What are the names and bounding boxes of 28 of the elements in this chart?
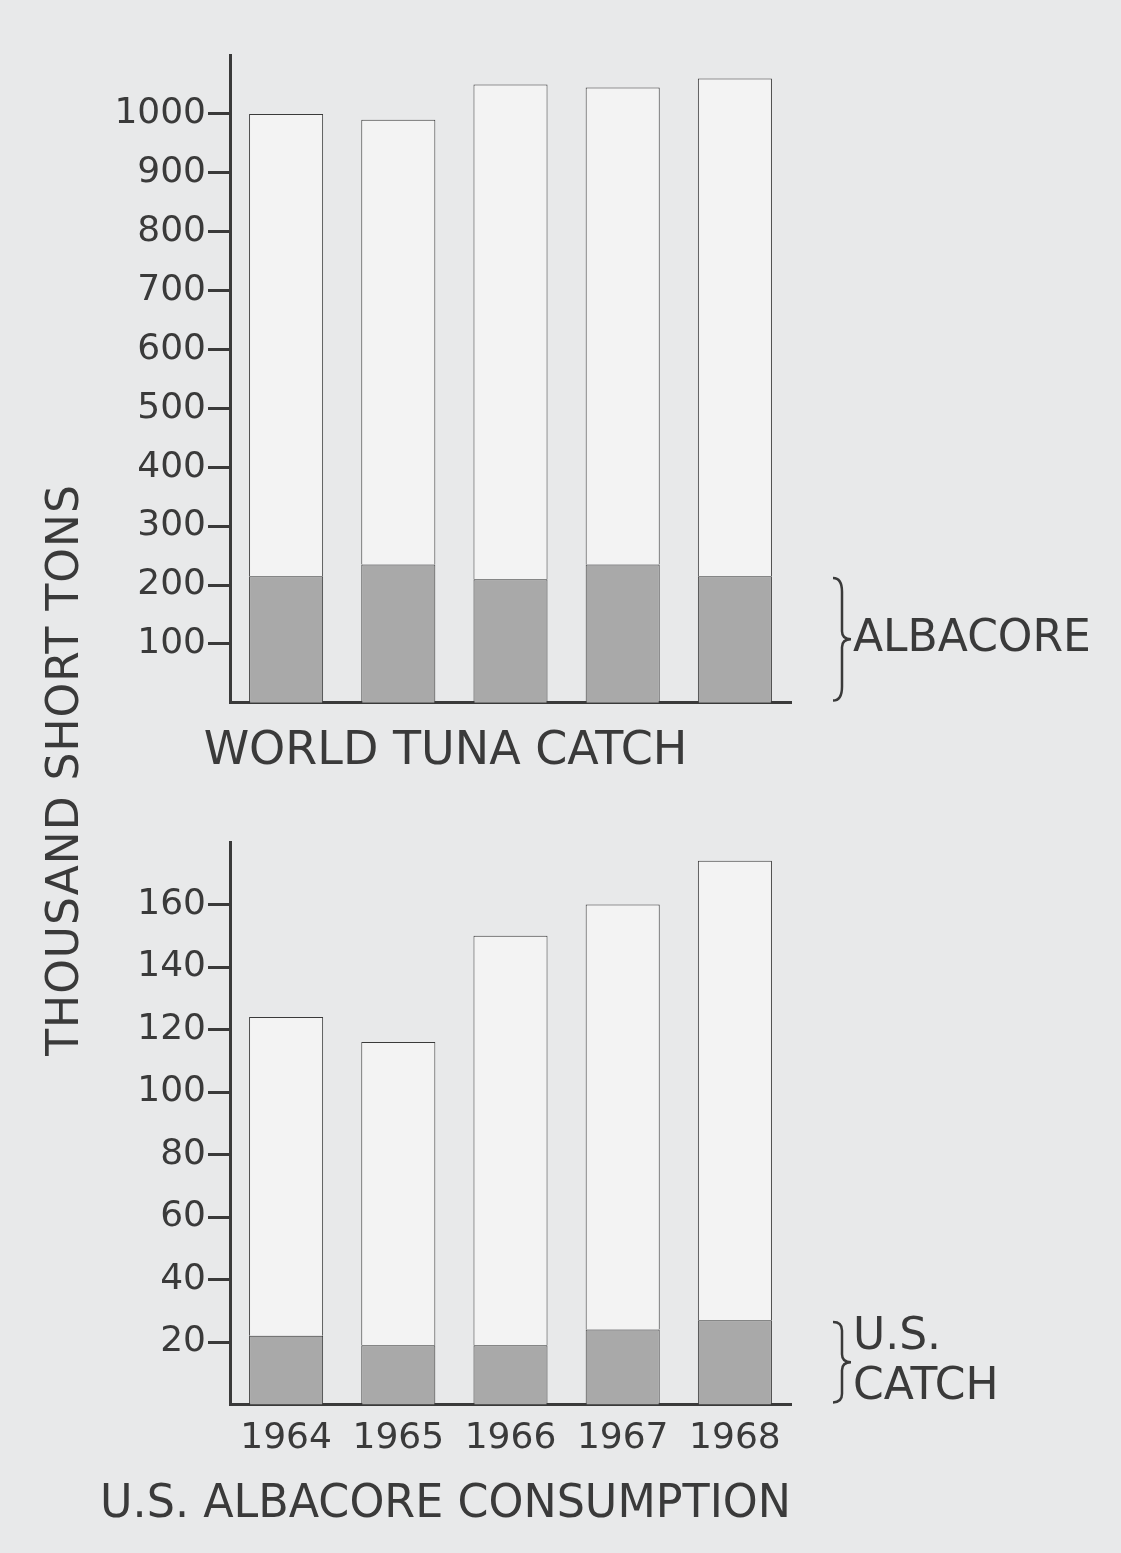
- y-tick-label: 900: [137, 149, 206, 191]
- y-tick-label: 200: [137, 561, 206, 603]
- x-tick-label: 1968: [689, 1414, 781, 1456]
- y-tick-label: 800: [137, 208, 206, 250]
- y-tick-label: 1000: [114, 90, 206, 132]
- x-tick-label: 1966: [464, 1414, 557, 1456]
- y-tick-label: 300: [137, 502, 206, 544]
- y-tick-label: 100: [137, 1068, 206, 1110]
- y-tick-label: 160: [137, 880, 206, 922]
- text: U.S. ALBACORE CONSUMPTION: [100, 1474, 791, 1529]
- x-tick-label: 1965: [352, 1414, 445, 1456]
- text: WORLD TUNA CATCH: [203, 721, 688, 776]
- series-label: ALBACORE: [853, 609, 1091, 661]
- y-tick-label: 140: [137, 943, 206, 985]
- y-tick-label: 500: [137, 384, 206, 426]
- y-tick-label: 20: [160, 1318, 206, 1360]
- y-tick-label: 700: [137, 266, 206, 308]
- y-tick-label: 60: [160, 1193, 206, 1235]
- y-tick-label: 80: [160, 1130, 206, 1172]
- y-axis-title: THOUSAND SHORT TONS: [36, 484, 88, 1056]
- y-tick-label: 600: [137, 325, 206, 367]
- y-tick-label: 100: [137, 620, 206, 662]
- y-tick-label: 400: [137, 443, 206, 485]
- y-tick-label: 40: [160, 1255, 206, 1297]
- x-tick-label: 1967: [576, 1414, 669, 1456]
- x-tick-label: 1964: [240, 1414, 332, 1456]
- y-tick-label: 120: [137, 1005, 206, 1047]
- series-label: U.S. CATCH: [853, 1307, 999, 1409]
